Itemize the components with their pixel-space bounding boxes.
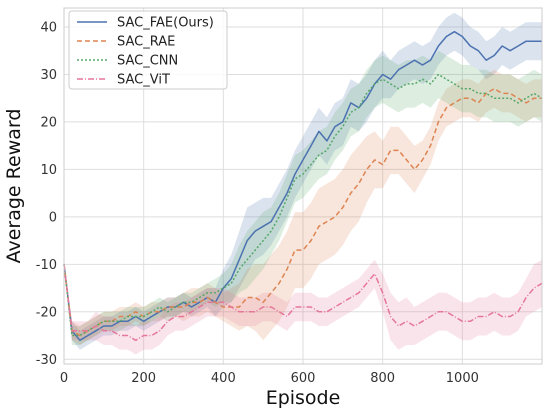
legend-label: SAC_RAE [117,35,175,50]
x-tick-label: 600 [291,371,316,386]
y-tick-label: 0 [49,210,57,225]
band-SAC_CNN [64,50,542,345]
y-tick-label: 10 [40,163,57,178]
x-tick-labels: 0 200 400 600 800 1000 [60,371,479,386]
band-SAC_RAE [64,69,542,345]
y-tick-label: 30 [40,68,57,83]
legend-label: SAC_CNN [117,54,178,69]
y-tick-label: -10 [36,258,57,273]
x-tick-label: 200 [131,371,156,386]
y-axis-label: Average Reward [3,109,25,264]
y-tick-label: 40 [40,20,57,35]
x-tick-label: 1000 [446,371,479,386]
band-SAC_ViT [64,259,542,355]
series-lines [63,30,543,342]
confidence-bands [64,12,542,355]
series-line-SAC_FAE(Ours) [63,30,542,342]
y-tick-label: -20 [36,305,57,320]
legend-box [68,10,228,90]
y-tick-label: 20 [40,115,57,130]
y-tick-labels: -30 -20 -10 0 10 20 30 40 [36,20,57,367]
legend-label: SAC_FAE(Ours) [117,16,214,31]
legend-label: SAC_ViT [117,73,170,88]
series-line-SAC_CNN [63,73,543,337]
band-SAC_FAE(Ours) [64,12,542,350]
series-line-SAC_ViT [63,264,543,342]
x-tick-label: 800 [370,371,395,386]
y-tick-label: -30 [36,353,57,368]
legend: SAC_FAE(Ours) SAC_RAE SAC_CNN SAC_ViT [68,10,228,90]
x-tick-label: 0 [60,371,68,386]
x-axis-label: Episode [266,387,341,409]
plot-frame [63,7,543,365]
x-tick-label: 400 [211,371,236,386]
